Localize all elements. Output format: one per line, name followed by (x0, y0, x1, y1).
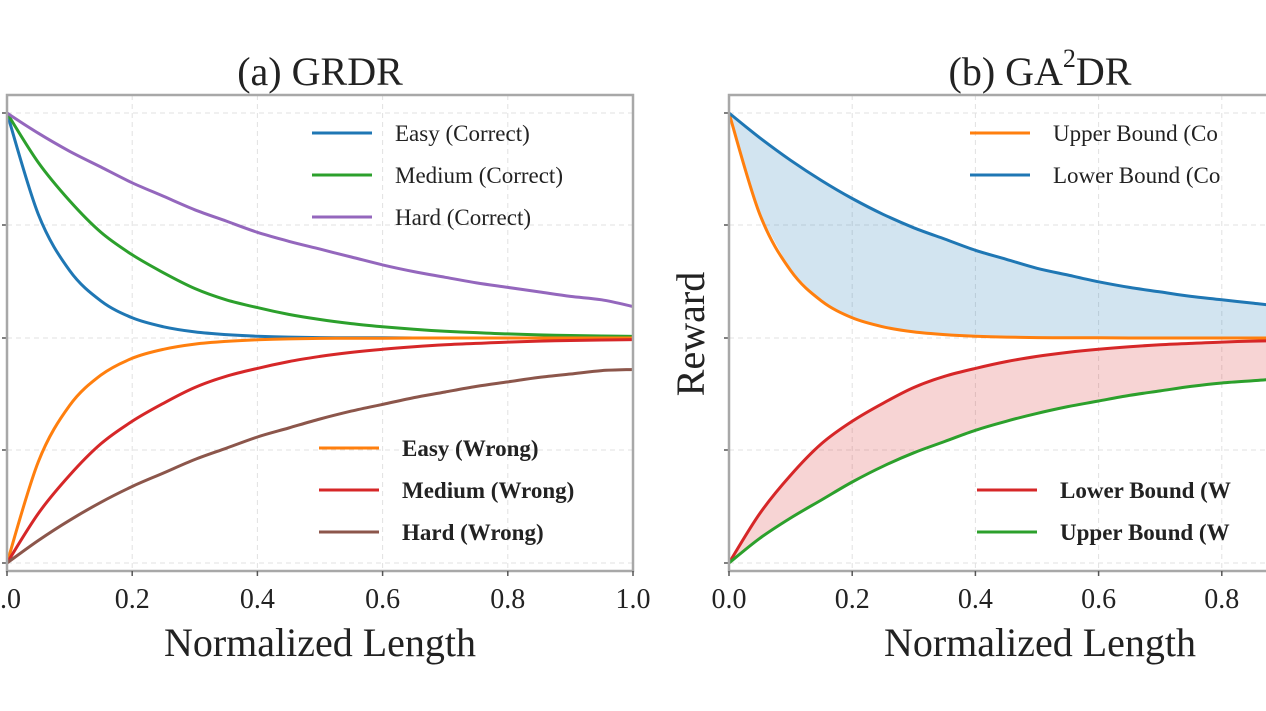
x-axis-label: Normalized Length (164, 620, 476, 665)
legend-item-hard-correct: Hard (Correct) (312, 205, 531, 230)
legend-wrong: Lower Bound (W Upper Bound (W (977, 478, 1231, 545)
legend-item-upper-bound-w: Upper Bound (W (977, 520, 1230, 545)
legend-item-lower-bound-w: Lower Bound (W (977, 478, 1231, 503)
legend-item-easy-wrong: Easy (Wrong) (319, 436, 539, 461)
chart-title-suffix: DR (1076, 49, 1132, 94)
chart-title-superscript: 2 (1063, 44, 1076, 73)
fill-region-lower-bound-w (729, 340, 1266, 563)
legend-item-hard-wrong: Hard (Wrong) (319, 520, 544, 545)
legend-label: Easy (Wrong) (402, 436, 539, 461)
legend-label: Easy (Correct) (395, 121, 530, 146)
legend-item-lower-bound-co: Lower Bound (Co (970, 163, 1220, 188)
x-tick-label: 0.6 (365, 584, 400, 615)
fill-regions (729, 113, 1266, 563)
x-axis-label: Normalized Length (884, 620, 1196, 665)
series-lines (7, 111, 633, 565)
legend-wrong: Easy (Wrong) Medium (Wrong) Hard (Wrong) (319, 436, 574, 545)
series-easy-wrong (7, 336, 633, 565)
x-tick-labels: .0 0.2 0.4 0.6 0.8 1.0 (0, 571, 651, 615)
x-tick-label: 0.8 (490, 584, 525, 615)
chart-title: (b) GA2DR (949, 44, 1132, 94)
x-tick-label: .0 (0, 584, 21, 615)
legend-label: Medium (Correct) (395, 163, 563, 188)
legend-label: Hard (Correct) (395, 205, 531, 230)
x-tick-label: 0.6 (1081, 584, 1116, 615)
legend-label: Upper Bound (W (1060, 520, 1230, 545)
x-tick-label: 0.4 (240, 584, 275, 615)
series-upper-bound-w (729, 378, 1266, 565)
legend-label: Hard (Wrong) (402, 520, 544, 545)
x-tick-label: 0.0 (712, 584, 747, 615)
legend-item-medium-correct: Medium (Correct) (312, 163, 563, 188)
x-tick-label: 0.4 (958, 584, 993, 615)
series-medium-correct (7, 111, 633, 338)
plot-frame (5, 93, 635, 573)
legend-item-easy-correct: Easy (Correct) (312, 121, 530, 146)
legend-label: Upper Bound (Co (1053, 121, 1218, 146)
series-hard-correct (7, 111, 633, 308)
panel-b: 0.0 0.2 0.4 0.6 0.8 (b) GA2DR Normalized Len… (668, 44, 1266, 665)
legend-label: Medium (Wrong) (402, 478, 574, 503)
x-tick-labels: 0.0 0.2 0.4 0.6 0.8 (712, 571, 1239, 615)
series-lower-bound-co (729, 111, 1266, 307)
series-hard-wrong (7, 368, 633, 565)
series-lower-bound-w (729, 339, 1266, 565)
legend-correct: Easy (Correct) Medium (Correct) Hard (Corr… (312, 121, 563, 230)
chart-title: (a) GRDR (237, 49, 403, 94)
legend-item-upper-bound-co: Upper Bound (Co (970, 121, 1218, 146)
y-axis-label: Reward (668, 272, 713, 396)
x-tick-label: 0.8 (1204, 584, 1239, 615)
legend-label: Lower Bound (Co (1053, 163, 1220, 188)
series-medium-wrong (7, 338, 633, 565)
legend-label: Lower Bound (W (1060, 478, 1231, 503)
series-upper-bound-co (729, 111, 1266, 340)
plot-frame (727, 93, 1266, 573)
series-lines (729, 111, 1266, 565)
fill-region-upper-bound-co (729, 113, 1266, 338)
chart-title-main: (b) GA (949, 49, 1064, 94)
legend-correct: Upper Bound (Co Lower Bound (Co (970, 121, 1220, 188)
panel-a: .0 0.2 0.4 0.6 0.8 1.0 (a) GRDR Normalized Le… (0, 49, 651, 665)
legend-item-medium-wrong: Medium (Wrong) (319, 478, 574, 503)
x-tick-label: 0.2 (115, 584, 150, 615)
x-tick-label: 1.0 (616, 584, 651, 615)
x-tick-label: 0.2 (835, 584, 870, 615)
